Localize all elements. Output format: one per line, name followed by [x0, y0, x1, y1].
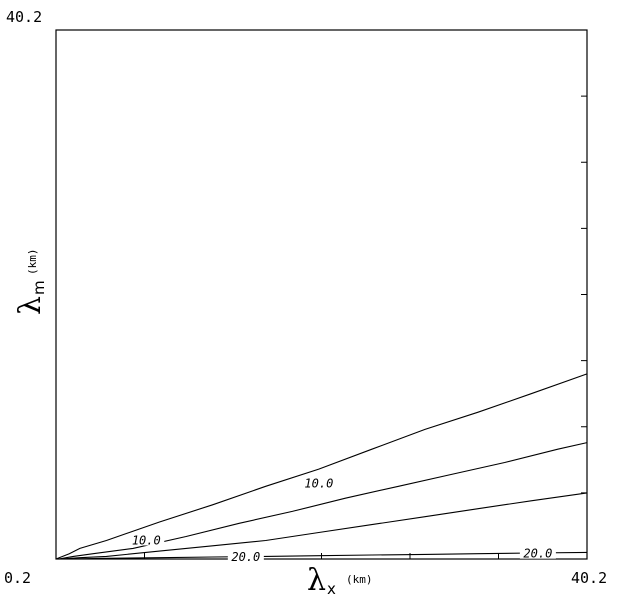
contour-label-1: 10.0: [132, 533, 161, 547]
contour-lines: [55, 373, 588, 560]
contour-line-4: [66, 551, 588, 560]
contour-label-3: 20.0: [231, 550, 260, 564]
contour-labels: 10.0 10.0 20.0 20.0: [128, 476, 556, 564]
contour-line-2: [58, 442, 588, 560]
y-max-tick-label: 40.2: [6, 8, 42, 26]
contour-label-bg: [227, 550, 264, 563]
x-axis-subscript: x: [327, 580, 336, 594]
contour-label-bg: [519, 546, 556, 559]
y-axis-subscript: m: [30, 280, 48, 295]
y-axis-symbol: λ: [13, 296, 48, 315]
contour-label-bg: [128, 533, 165, 546]
contour-line-1: [55, 373, 588, 560]
contour-label-4: 20.0: [523, 547, 552, 561]
axis-ticks: [144, 95, 587, 559]
x-axis-label: λ x (km): [307, 563, 373, 594]
x-axis-symbol: λ: [307, 563, 326, 594]
contour-label-2: 10.0: [304, 477, 333, 491]
x-axis-unit: (km): [346, 573, 373, 586]
contour-line-3: [59, 492, 588, 560]
y-axis-label: λ m (km): [13, 249, 48, 316]
x-max-tick-label: 40.2: [571, 569, 607, 587]
y-axis-unit: (km): [26, 249, 39, 276]
contour-label-bg: [300, 476, 337, 489]
x-min-tick-label: 0.2: [4, 569, 31, 587]
